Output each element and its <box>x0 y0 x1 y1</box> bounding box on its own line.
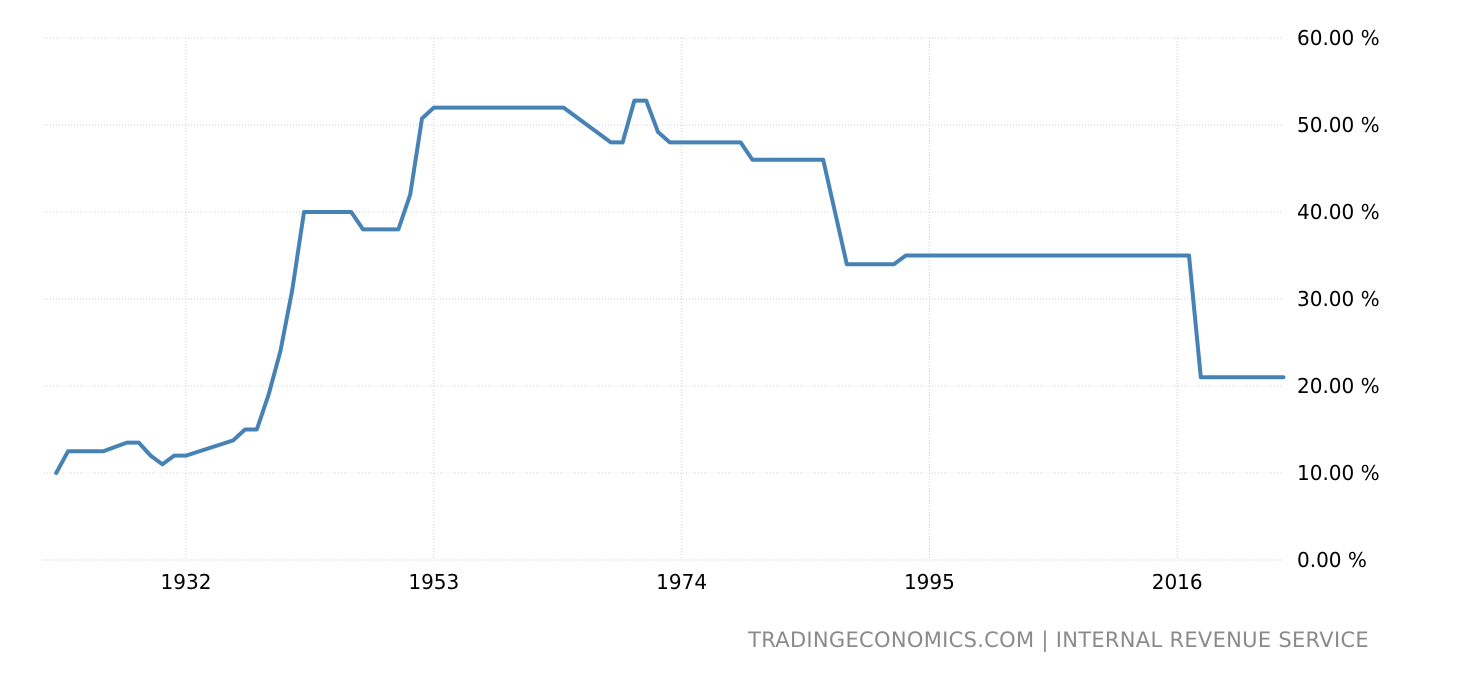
series-group <box>54 98 1286 475</box>
x-tick-label: 2016 <box>1152 570 1203 594</box>
source-attribution[interactable]: TRADINGECONOMICS.COM | INTERNAL REVENUE … <box>748 628 1369 652</box>
x-axis-labels: 1932 1953 1974 1995 2016 <box>161 570 1203 594</box>
y-tick-label: 40.00 % <box>1297 200 1380 224</box>
y-tick-label: 0.00 % <box>1297 548 1367 572</box>
x-tick-label: 1974 <box>656 570 707 594</box>
x-tick-label: 1932 <box>161 570 212 594</box>
x-tick-label: 1953 <box>408 570 459 594</box>
y-tick-label: 30.00 % <box>1297 287 1380 311</box>
series-line <box>54 98 1286 475</box>
y-tick-label: 20.00 % <box>1297 374 1380 398</box>
grid <box>44 37 1282 561</box>
y-tick-label: 10.00 % <box>1297 461 1380 485</box>
y-tick-label: 60.00 % <box>1297 26 1380 50</box>
y-axis-labels: 0.00 % 10.00 % 20.00 % 30.00 % 40.00 % 50.00 … <box>1297 26 1380 572</box>
y-tick-label: 50.00 % <box>1297 113 1380 137</box>
x-tick-label: 1995 <box>904 570 955 594</box>
